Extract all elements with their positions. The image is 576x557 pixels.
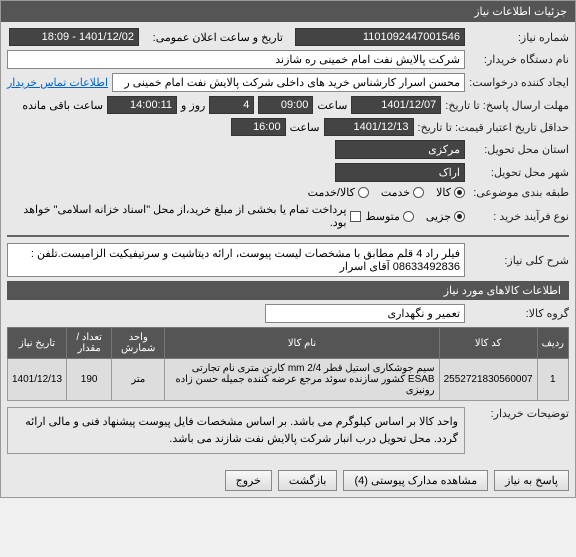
- col-rowno: ردیف: [537, 328, 568, 359]
- back-button[interactable]: بازگشت: [278, 470, 338, 491]
- need-desc-value: فیلر راد 4 قلم مطابق با مشخصات لیست پیوس…: [7, 243, 465, 277]
- col-qty: تعداد / مقدار: [67, 328, 112, 359]
- cell-date: 1401/12/13: [8, 359, 67, 401]
- org-label: نام دستگاه خریدار:: [469, 53, 569, 66]
- items-header: اطلاعات کالاهای مورد نیاز: [7, 281, 569, 300]
- process-medium-label: متوسط: [365, 210, 400, 223]
- province-value: مرکزی: [335, 140, 465, 159]
- need-desc-label: شرح کلی نیاز:: [469, 254, 569, 267]
- payment-note: پرداخت تمام یا بخشی از مبلغ خرید،از محل …: [7, 203, 346, 229]
- time-label-2: ساعت: [290, 121, 320, 134]
- process-medium-radio[interactable]: متوسط: [365, 210, 414, 223]
- grouping-goods-label: کالا: [436, 186, 451, 199]
- deadline-date: 1401/12/07: [351, 96, 441, 114]
- remain-label: ساعت باقی مانده: [22, 99, 103, 112]
- radio-icon: [454, 211, 465, 222]
- deadline-label: مهلت ارسال پاسخ: تا تاریخ:: [445, 99, 569, 112]
- grouping-both-label: کالا/خدمت: [308, 186, 355, 199]
- col-date: تاریخ نیاز: [8, 328, 67, 359]
- city-label: شهر محل تحویل:: [469, 166, 569, 179]
- attachments-button[interactable]: مشاهده مدارک پیوستی (4): [343, 470, 488, 491]
- contact-link[interactable]: اطلاعات تماس خریدار: [7, 76, 108, 89]
- city-value: اراک: [335, 163, 465, 182]
- valid-time: 16:00: [231, 118, 286, 136]
- requester-label: ایجاد کننده درخواست:: [469, 76, 569, 89]
- group-value: تعمیر و نگهداری: [265, 304, 465, 323]
- province-label: استان محل تحویل:: [469, 143, 569, 156]
- valid-date: 1401/12/13: [324, 118, 414, 136]
- valid-label: حداقل تاریخ اعتبار قیمت: تا تاریخ:: [418, 121, 569, 134]
- notes-label: توضیحات خریدار:: [469, 407, 569, 420]
- deadline-time: 09:00: [258, 96, 313, 114]
- notes-value: واحد کالا بر اساس کیلوگرم می باشد. بر اس…: [7, 407, 465, 454]
- org-value: شرکت پالایش نفت امام خمینی ره شازند: [7, 50, 465, 69]
- radio-icon: [403, 211, 414, 222]
- days-value: 4: [209, 96, 254, 114]
- radio-icon: [413, 187, 424, 198]
- treasury-checkbox[interactable]: [350, 211, 361, 222]
- col-unit: واحد شمارش: [112, 328, 165, 359]
- radio-icon: [454, 187, 465, 198]
- countdown-value: 14:00:11: [107, 96, 177, 114]
- announce-value: 1401/12/02 - 18:09: [9, 28, 139, 46]
- table-row: 1 2552721830560007 سیم جوشکاری استیل قطر…: [8, 359, 569, 401]
- exit-button[interactable]: خروج: [225, 470, 272, 491]
- reply-button[interactable]: پاسخ به نیاز: [494, 470, 569, 491]
- grouping-service-radio[interactable]: خدمت: [381, 186, 424, 199]
- items-table: ردیف کد کالا نام کالا واحد شمارش تعداد /…: [7, 327, 569, 401]
- time-label-1: ساعت: [317, 99, 347, 112]
- cell-code: 2552721830560007: [439, 359, 537, 401]
- grouping-label: طبقه بندی موضوعی:: [469, 186, 569, 199]
- process-small-radio[interactable]: جزیی: [426, 210, 465, 223]
- requester-value: محسن اسرار کارشناس خرید های داخلی شرکت پ…: [112, 73, 465, 92]
- process-label: نوع فرآیند خرید :: [469, 210, 569, 223]
- cell-rowno: 1: [537, 359, 568, 401]
- grouping-goods-radio[interactable]: کالا: [436, 186, 465, 199]
- process-small-label: جزیی: [426, 210, 451, 223]
- announce-label: تاریخ و ساعت اعلان عمومی:: [143, 31, 283, 44]
- cell-qty: 190: [67, 359, 112, 401]
- need-no-label: شماره نیاز:: [469, 31, 569, 44]
- cell-unit: متر: [112, 359, 165, 401]
- col-name: نام کالا: [165, 328, 439, 359]
- radio-icon: [358, 187, 369, 198]
- grouping-service-label: خدمت: [381, 186, 410, 199]
- need-no-value: 1101092447001546: [295, 28, 465, 46]
- col-code: کد کالا: [439, 328, 537, 359]
- cell-name: سیم جوشکاری استیل قطر 2/4 mm کارتن متری …: [165, 359, 439, 401]
- panel-title: جزئیات اطلاعات نیاز: [1, 1, 575, 22]
- group-label: گروه کالا:: [469, 307, 569, 320]
- day-label: روز و: [181, 99, 205, 112]
- grouping-both-radio[interactable]: کالا/خدمت: [308, 186, 369, 199]
